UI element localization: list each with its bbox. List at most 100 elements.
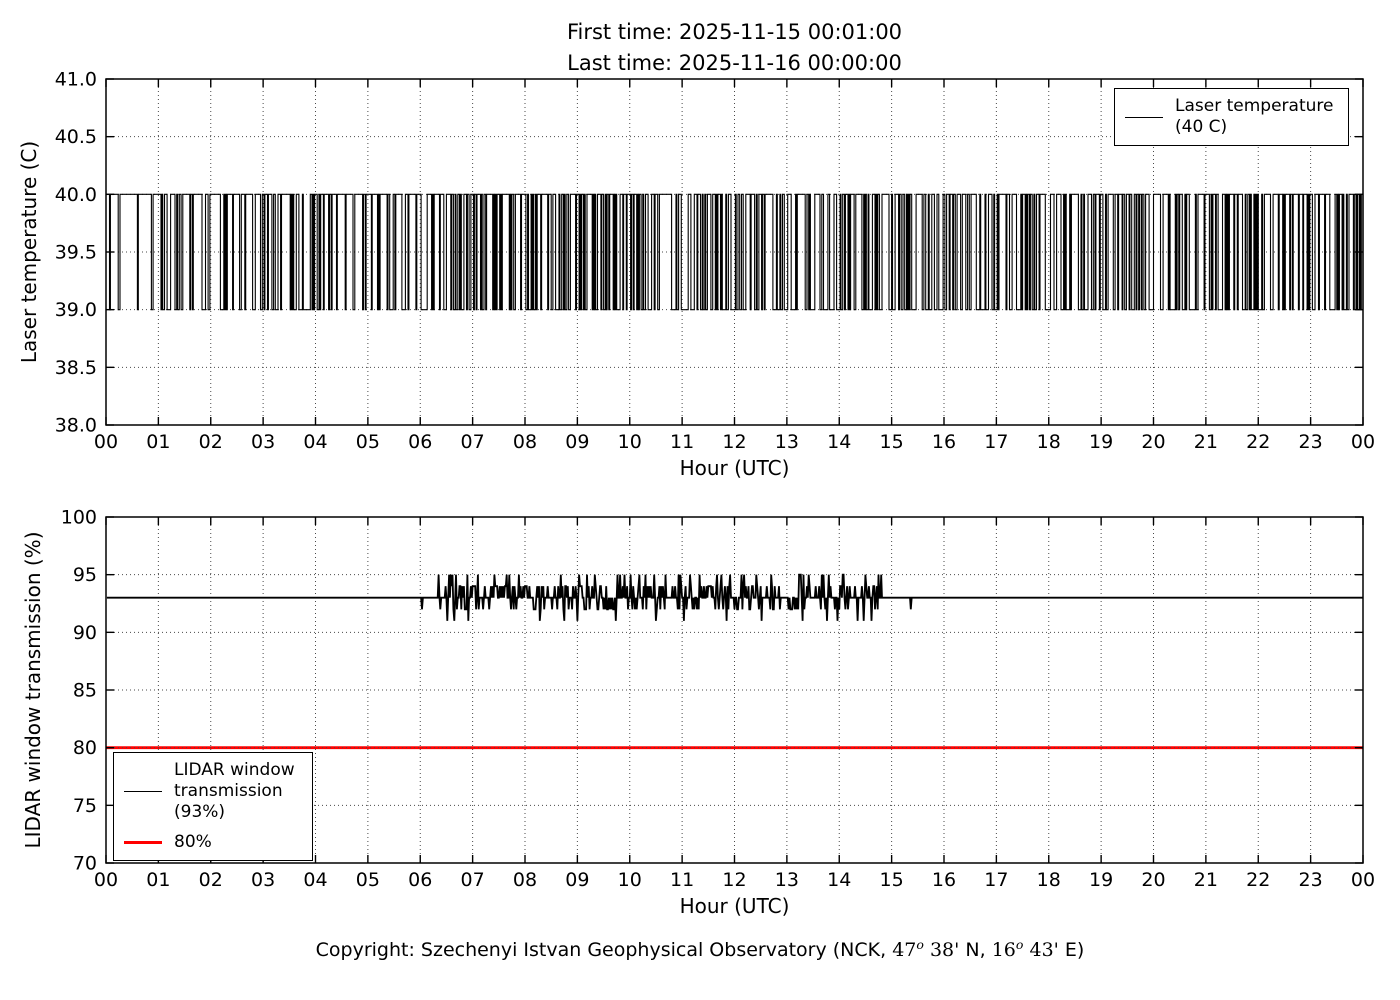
x-tick-label: 09 bbox=[565, 869, 589, 891]
copyright-segment: 43' bbox=[1023, 939, 1059, 961]
y-tick-label: 80 bbox=[73, 737, 97, 759]
legend-threshold-label: 80% bbox=[174, 832, 212, 852]
x-tick-label: 15 bbox=[880, 869, 904, 891]
legend-laser-temperature: Laser temperature (40 C) bbox=[1114, 88, 1349, 146]
x-tick-label: 16 bbox=[932, 431, 956, 453]
y-tick-label: 85 bbox=[73, 680, 97, 702]
x-tick-label: 07 bbox=[461, 431, 485, 453]
y-tick-label: 40.0 bbox=[55, 184, 97, 206]
x-tick-label: 13 bbox=[775, 869, 799, 891]
copyright-segment: o bbox=[916, 937, 924, 952]
legend-entry-transmission: LIDAR window transmission (93%) bbox=[124, 760, 302, 823]
x-tick-label: 07 bbox=[461, 869, 485, 891]
laser-temperature-chart: 00 01 02 03 04 05 06 07 08 09 10 11 12 13 14 15 16 17 18 19… bbox=[17, 69, 1375, 481]
x-tick-label: 11 bbox=[670, 431, 694, 453]
y-tick-label: 41.0 bbox=[55, 69, 97, 91]
y-tick-label: 95 bbox=[73, 564, 97, 586]
x-tick-label: 19 bbox=[1089, 869, 1113, 891]
x-tick-label: 08 bbox=[513, 431, 537, 453]
copyright-segment: o bbox=[1015, 937, 1024, 952]
x-tick-label: 06 bbox=[408, 431, 432, 453]
x-tick-label: 22 bbox=[1246, 869, 1270, 891]
x-tick-label: 05 bbox=[356, 869, 380, 891]
legend-red-line-sample bbox=[124, 841, 162, 844]
copyright-segment: 47 bbox=[892, 939, 917, 961]
x-tick-label: 20 bbox=[1141, 869, 1165, 891]
x-tick-label: 17 bbox=[984, 431, 1008, 453]
x-tick-label: 11 bbox=[670, 869, 694, 891]
y-axis-label: LIDAR window transmission (%) bbox=[21, 532, 45, 849]
x-tick-label: 01 bbox=[146, 869, 170, 891]
transmission-series bbox=[106, 573, 1363, 621]
x-tick-label: 04 bbox=[303, 431, 327, 453]
x-tick-label: 20 bbox=[1141, 431, 1165, 453]
legend-black-line-sample bbox=[124, 791, 162, 792]
x-tick-label: 08 bbox=[513, 869, 537, 891]
x-tick-label: 18 bbox=[1037, 869, 1061, 891]
y-tick-label: 100 bbox=[61, 507, 97, 529]
y-tick-label: 40.5 bbox=[55, 126, 97, 148]
legend-transmission-label: LIDAR window transmission (93%) bbox=[174, 760, 295, 823]
legend-transmission: LIDAR window transmission (93%) 80% bbox=[113, 752, 313, 861]
x-tick-label: 06 bbox=[408, 869, 432, 891]
x-tick-label: 14 bbox=[827, 431, 851, 453]
x-tick-label: 04 bbox=[303, 869, 327, 891]
x-tick-label: 23 bbox=[1299, 431, 1323, 453]
x-tick-label: 01 bbox=[146, 431, 170, 453]
x-tick-label: 00 bbox=[1351, 869, 1375, 891]
x-tick-label: 00 bbox=[1351, 431, 1375, 453]
y-axis-label: Laser temperature (C) bbox=[17, 141, 41, 363]
y-tick-label: 38.5 bbox=[55, 357, 97, 379]
y-tick-label: 70 bbox=[73, 853, 97, 875]
x-tick-label: 02 bbox=[199, 431, 223, 453]
x-tick-label: 02 bbox=[199, 869, 223, 891]
legend-laser-label-line1: Laser temperature bbox=[1175, 96, 1334, 116]
x-tick-label: 21 bbox=[1194, 431, 1218, 453]
y-tick-label: 38.0 bbox=[55, 415, 97, 437]
copyright-segment: E) bbox=[1058, 939, 1085, 961]
y-tick-label: 75 bbox=[73, 795, 97, 817]
x-tick-label: 19 bbox=[1089, 431, 1113, 453]
y-tick-label: 90 bbox=[73, 622, 97, 644]
copyright-segment: Copyright: Szechenyi Istvan Geophysical … bbox=[315, 939, 893, 961]
x-tick-label: 00 bbox=[94, 431, 118, 453]
y-tick-label: 39.5 bbox=[55, 242, 97, 264]
x-tick-label: 12 bbox=[722, 431, 746, 453]
x-tick-label: 23 bbox=[1299, 869, 1323, 891]
x-tick-label: 00 bbox=[94, 869, 118, 891]
x-tick-label: 14 bbox=[827, 869, 851, 891]
x-tick-label: 22 bbox=[1246, 431, 1270, 453]
x-tick-label: 09 bbox=[565, 431, 589, 453]
x-tick-label: 21 bbox=[1194, 869, 1218, 891]
legend-laser-label-line2: (40 C) bbox=[1175, 117, 1228, 137]
chart-title-line1: First time: 2025-11-15 00:01:00 bbox=[566, 20, 903, 44]
laser-temperature-series bbox=[106, 193, 1364, 311]
x-tick-label: 10 bbox=[618, 869, 642, 891]
x-tick-label: 18 bbox=[1037, 431, 1061, 453]
x-tick-label: 15 bbox=[880, 431, 904, 453]
copyright-segment: 16 bbox=[991, 939, 1016, 961]
legend-transmission-label-line3: (93%) bbox=[174, 802, 226, 822]
chart-title-line2: Last time: 2025-11-16 00:00:00 bbox=[567, 51, 902, 75]
y-tick-label: 39.0 bbox=[55, 299, 97, 321]
x-axis-label: Hour (UTC) bbox=[680, 894, 790, 918]
x-tick-label: 03 bbox=[251, 869, 275, 891]
legend-laser-label: Laser temperature (40 C) bbox=[1175, 96, 1333, 138]
legend-entry-threshold: 80% bbox=[124, 832, 302, 853]
copyright-text: Copyright: Szechenyi Istvan Geophysical … bbox=[0, 937, 1400, 961]
legend-transmission-label-line2: transmission bbox=[174, 781, 283, 801]
legend-black-line-sample bbox=[1125, 116, 1163, 118]
x-tick-label: 05 bbox=[356, 431, 380, 453]
x-tick-label: 10 bbox=[618, 431, 642, 453]
x-axis-label: Hour (UTC) bbox=[680, 456, 790, 480]
x-tick-label: 13 bbox=[775, 431, 799, 453]
copyright-segment: 38' bbox=[923, 939, 960, 961]
chart-title: First time: 2025-11-15 00:01:00 Last tim… bbox=[106, 17, 1363, 79]
x-tick-label: 03 bbox=[251, 431, 275, 453]
x-tick-label: 16 bbox=[932, 869, 956, 891]
x-tick-label: 12 bbox=[722, 869, 746, 891]
legend-transmission-label-line1: LIDAR window bbox=[174, 760, 295, 780]
copyright-segment: N, bbox=[959, 939, 992, 961]
